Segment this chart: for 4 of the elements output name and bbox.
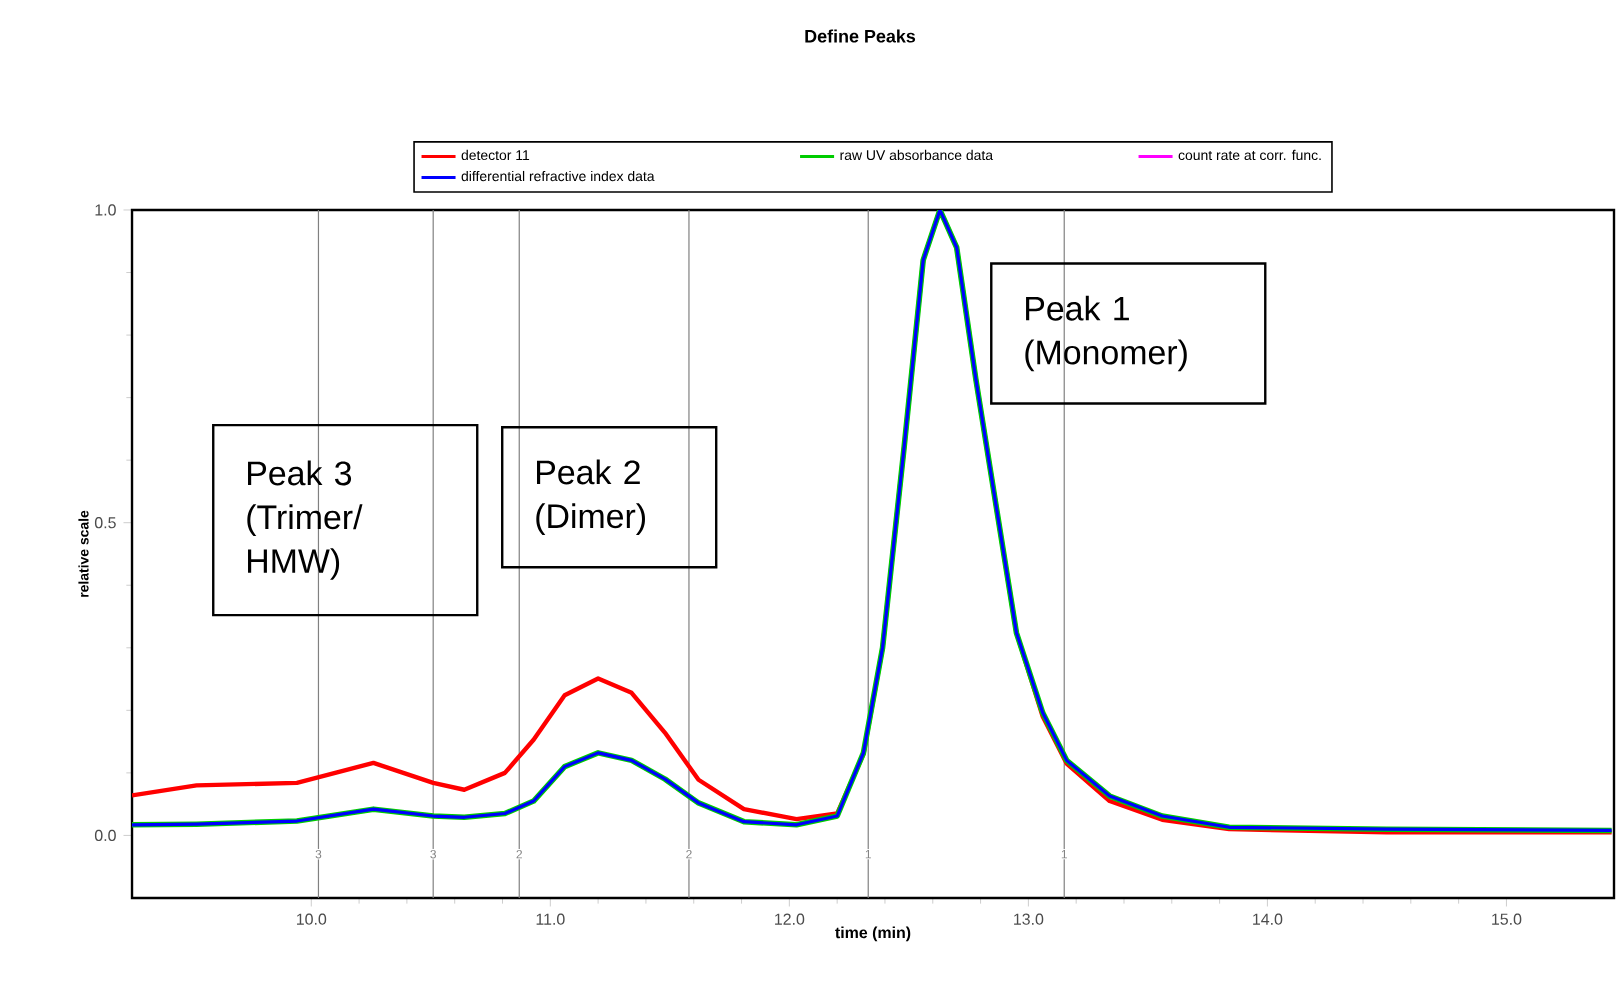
chart-title: Define Peaks xyxy=(805,29,916,43)
annotation: Peak 1 (Monomer) xyxy=(1025,295,1187,372)
annotation: Peak 2 (Dimer) xyxy=(536,459,645,535)
annotation: Peak 3 (Trimer/ HMW) xyxy=(247,460,363,580)
